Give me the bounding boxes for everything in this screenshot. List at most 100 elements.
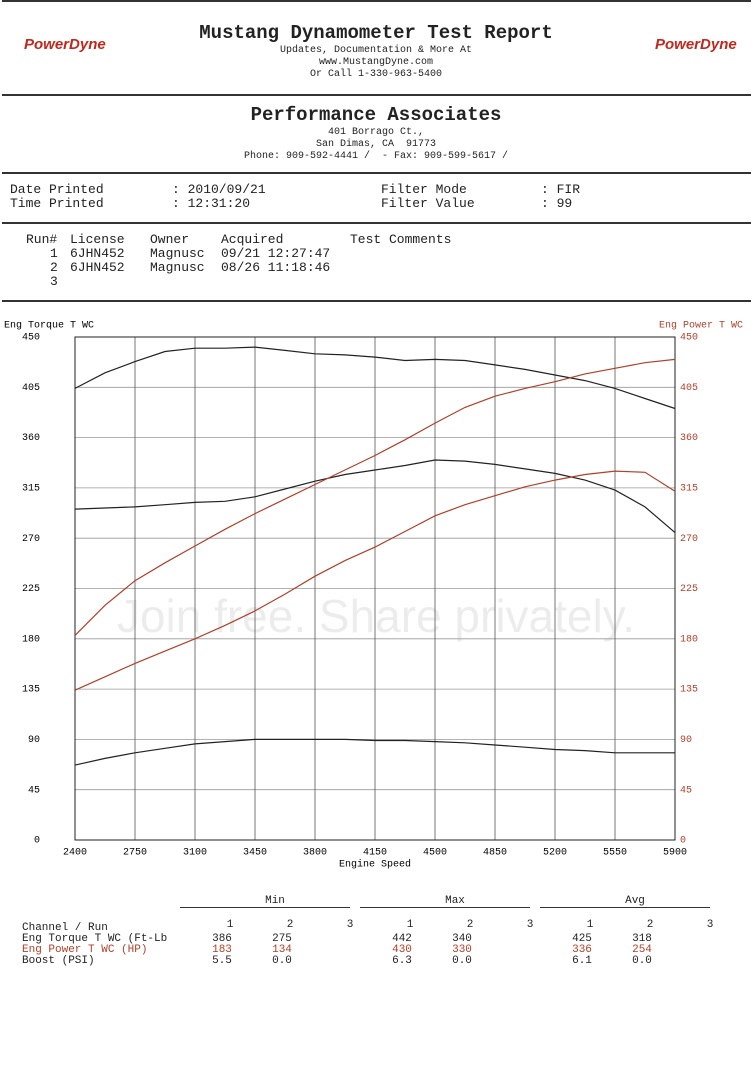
run-number: 1 [586, 919, 594, 931]
summary-value: 183 [212, 944, 232, 956]
channel-name: Eng Torque T WC (Ft-Lb [22, 933, 168, 945]
y-tick-label: 360 [22, 433, 40, 444]
run-number: 2 [466, 919, 474, 931]
channel-name: Eng Power T WC (HP) [22, 944, 148, 956]
summary-value: 336 [572, 944, 592, 956]
report-title: Mustang Dynamometer Test Report [199, 22, 553, 44]
x-axis-label: Engine Speed [339, 859, 411, 871]
info-field: Time Printed [10, 196, 104, 211]
info-field: : 12:31:20 [172, 196, 251, 211]
info-box [2, 174, 751, 224]
runs-cell: 08/26 11:18:46 [221, 260, 331, 275]
x-tick-label: 5200 [543, 848, 567, 859]
x-tick-label: 2400 [63, 848, 87, 859]
summary-value: 254 [632, 944, 652, 956]
info-field: Filter Value [381, 196, 475, 211]
run-number: 3 [526, 919, 534, 931]
x-tick-label: 3450 [243, 848, 267, 859]
y2-tick-label: 450 [680, 333, 698, 344]
x-tick-label: 5550 [603, 848, 627, 859]
summary-value: 0.0 [632, 955, 652, 967]
series-line [74, 346, 676, 410]
info-field: : 99 [541, 196, 573, 211]
plot-frame [74, 336, 676, 841]
runs-header: Test Comments [350, 232, 452, 247]
x-tick-label: 3100 [183, 848, 207, 859]
info-field: Filter Mode [381, 182, 467, 197]
summary-value: 5.5 [212, 955, 232, 967]
runs-header: Owner [150, 232, 190, 247]
y2-tick-label: 0 [680, 836, 686, 847]
summary-value: 275 [272, 933, 292, 945]
summary-value: 6.3 [392, 955, 412, 967]
y2-tick-label: 270 [680, 534, 698, 545]
run-number: 1 [226, 919, 234, 931]
summary-value: 330 [452, 944, 472, 956]
summary-value: 425 [572, 933, 592, 945]
header-box [2, 0, 751, 96]
y2-tick-label: 405 [680, 383, 698, 394]
runs-cell: 2 [50, 260, 58, 275]
logo: PowerDyne [655, 36, 737, 53]
y2-tick-label: 315 [680, 484, 698, 495]
summary-value: 318 [632, 933, 652, 945]
y-tick-label: 225 [22, 584, 40, 595]
group-rule [360, 907, 530, 908]
shop-name: Performance Associates [250, 104, 502, 126]
group-rule [180, 907, 350, 908]
series-line [74, 459, 676, 534]
summary-group: Min [265, 895, 285, 907]
summary-value: 386 [212, 933, 232, 945]
runs-cell: Magnusc [150, 260, 205, 275]
runs-header: Acquired [221, 232, 284, 247]
shop-line: 401 Borrago Ct., [327, 127, 425, 138]
run-number: 3 [706, 919, 714, 931]
runs-cell: Magnusc [150, 246, 205, 261]
chart: Join free. Share privately. 0 45 90 135 180 22… [4, 321, 743, 871]
series-line [74, 358, 676, 636]
shop-line: San Dimas, CA 91773 [315, 139, 437, 150]
header-line: Or Call 1-330-963-5400 [309, 69, 443, 80]
y2-tick-label: 135 [680, 685, 698, 696]
series-line [74, 738, 675, 766]
summary-value: 6.1 [572, 955, 592, 967]
summary-value: 340 [452, 933, 472, 945]
summary-value: 134 [272, 944, 292, 956]
runs-box [2, 224, 751, 302]
y-tick-label: 270 [22, 534, 40, 545]
shop-line: Phone: 909-592-4441 / - Fax: 909-599-561… [243, 151, 509, 162]
x-tick-label: 4150 [363, 848, 387, 859]
y-tick-label: 180 [22, 634, 40, 645]
y-tick-label: 45 [28, 785, 40, 796]
info-field: : FIR [541, 182, 581, 197]
y2-tick-label: 90 [680, 735, 692, 746]
summary-value: 430 [392, 944, 412, 956]
runs-cell: 09/21 12:27:47 [221, 246, 331, 261]
watermark: Join free. Share privately. [117, 590, 635, 642]
summary-value: 0.0 [272, 955, 292, 967]
x-tick-label: 3800 [303, 848, 327, 859]
run-number: 2 [646, 919, 654, 931]
summary-group: Max [445, 895, 465, 907]
header-line: Updates, Documentation & More At [279, 45, 473, 56]
runs-cell: 1 [50, 246, 58, 261]
y-axis-label: Eng Torque T WC [4, 321, 94, 332]
channel-header: Channel / Run [22, 922, 108, 934]
y2-tick-label: 360 [680, 433, 698, 444]
y-tick-label: 450 [22, 333, 40, 344]
info-field: : 2010/09/21 [172, 182, 266, 197]
y-tick-label: 135 [22, 685, 40, 696]
runs-header: Run# [26, 232, 58, 247]
group-rule [540, 907, 710, 908]
run-number: 2 [286, 919, 294, 931]
y2-tick-label: 180 [680, 634, 698, 645]
header-line: www.MustangDyne.com [318, 57, 434, 68]
y2-tick-label: 45 [680, 785, 692, 796]
info-field: Date Printed [10, 182, 104, 197]
y-tick-label: 0 [34, 836, 40, 847]
y2-tick-label: 225 [680, 584, 698, 595]
x-tick-label: 4500 [423, 848, 447, 859]
channel-name: Boost (PSI) [22, 955, 95, 967]
run-number: 3 [346, 919, 354, 931]
